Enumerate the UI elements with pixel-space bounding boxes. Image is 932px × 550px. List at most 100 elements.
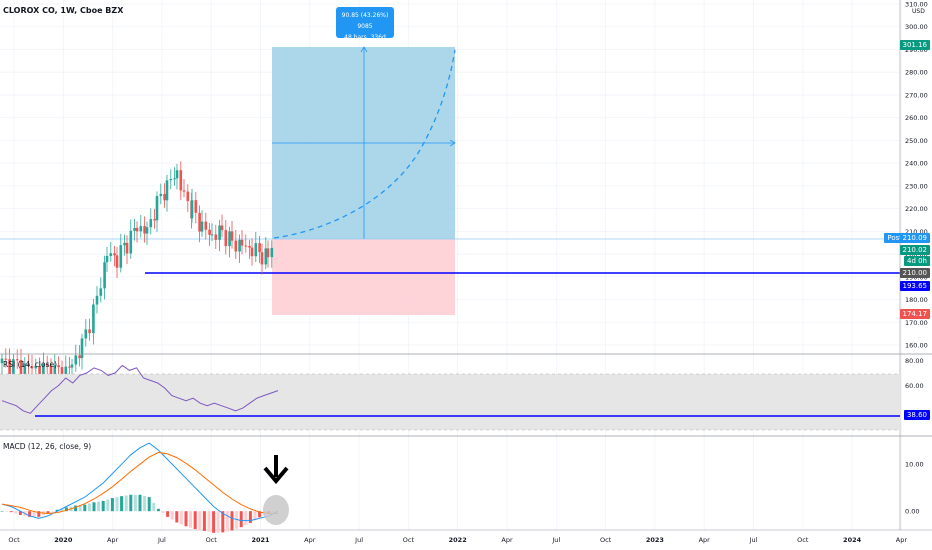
candle-body	[119, 245, 123, 268]
macd-histogram-bar	[198, 511, 202, 530]
candle-body	[238, 239, 241, 252]
macd-histogram	[0, 494, 275, 533]
rsi-line	[1, 364, 279, 414]
time-tick-label: Oct	[797, 536, 809, 544]
macd-histogram-bar	[166, 511, 170, 517]
price-tick-label: 260.00	[905, 114, 928, 122]
candle-body	[175, 170, 179, 179]
candle-body	[8, 359, 11, 376]
candle-body	[258, 243, 261, 253]
macd-tick-label: 0.00	[905, 508, 919, 516]
price-tick-label: 270.00	[905, 91, 928, 99]
macd-histogram-bar	[189, 511, 193, 528]
candle-body	[208, 229, 211, 235]
macd-histogram-bar	[152, 502, 156, 512]
macd-histogram-bar	[37, 511, 41, 517]
macd-histogram-bar	[133, 494, 137, 512]
price-tick-label: 250.00	[905, 137, 928, 145]
candle-body	[198, 212, 201, 232]
macd-histogram-bar	[60, 508, 64, 512]
macd-histogram-bar	[92, 502, 96, 512]
loss-zone[interactable]	[272, 239, 455, 315]
candle-body	[179, 170, 183, 191]
candle-body	[248, 245, 251, 248]
candle-body	[78, 355, 81, 359]
rsi-hline-tag: 38.60	[903, 410, 930, 420]
rsi-band	[0, 374, 900, 430]
time-tick-label: 2021	[251, 536, 270, 544]
candle-body	[210, 234, 214, 236]
price-tick-label: 310.00	[905, 1, 928, 9]
price-tick-label: 300.00	[905, 23, 928, 31]
macd-histogram-bar	[193, 511, 197, 530]
candle-body	[165, 180, 169, 201]
down-arrow-icon	[263, 455, 289, 485]
candle-body	[254, 243, 258, 257]
candle-body	[70, 364, 74, 368]
candle-body	[163, 193, 166, 201]
time-tick-label: Oct	[206, 536, 218, 544]
candle-body	[80, 338, 84, 359]
candle-body	[99, 288, 103, 296]
candle-body	[109, 253, 113, 257]
time-tick-label: Jul	[354, 536, 363, 544]
candle-body	[105, 256, 109, 263]
macd-histogram-bar	[179, 511, 183, 525]
symbol-title[interactable]: CLOROX CO, 1W, Cboe BZX	[3, 6, 124, 15]
candle-body	[224, 230, 228, 247]
candle-body	[155, 196, 159, 221]
time-tick-label: Jul	[551, 536, 560, 544]
candle-body	[169, 179, 173, 181]
macd-histogram-bar	[106, 499, 110, 512]
time-axis[interactable]: Oct 2020 Apr Jul Oct 2021 Apr Jul Oct 2022 Apr Jul O…	[8, 536, 907, 544]
candle-body	[68, 366, 71, 368]
macd-histogram-bar	[51, 511, 55, 512]
macd-histogram-bar	[253, 511, 257, 521]
macd-histogram-bar	[18, 511, 22, 515]
candle-body	[135, 227, 139, 232]
callout-duration: 48 bars, 336d	[344, 34, 386, 41]
macd-histogram-bar	[87, 503, 91, 512]
macd-histogram-bar	[101, 500, 105, 512]
candle-body	[84, 329, 88, 339]
candle-body	[19, 360, 23, 375]
measure-arrow-top	[360, 46, 368, 53]
candle-body	[266, 248, 270, 258]
time-tick-label: Apr	[896, 536, 908, 544]
time-tick-label: Oct	[600, 536, 612, 544]
candle-body	[182, 190, 186, 192]
macd-histogram-bar	[115, 497, 119, 512]
candle-body	[34, 365, 38, 369]
stop-tag: 174.17	[899, 309, 930, 319]
candle-body	[145, 227, 149, 234]
measure-arrow-right	[449, 139, 456, 147]
macd-histogram-bar	[138, 494, 142, 512]
time-tick-label: Oct	[8, 536, 20, 544]
hline-tag: 210.00	[899, 268, 930, 278]
candle-body	[260, 252, 264, 265]
macd-histogram-bar	[175, 511, 179, 523]
time-tick-label: 2020	[54, 536, 73, 544]
macd-histogram-bar	[46, 511, 50, 514]
projection-curve	[273, 49, 456, 239]
candle-body	[103, 262, 106, 289]
price-tick-label: 280.00	[905, 69, 928, 77]
rsi-tick-label: 60.00	[905, 382, 924, 390]
candle-body	[264, 248, 268, 265]
macd-histogram-bar	[244, 511, 248, 526]
candle-body	[64, 366, 68, 380]
rsi-title[interactable]: RSI (14, close)	[3, 360, 58, 369]
price-tick-label: 220.00	[905, 205, 928, 213]
post-label-tag: Post	[884, 233, 905, 243]
macd-title[interactable]: MACD (12, 26, close, 9)	[3, 442, 92, 451]
macd-histogram-bar	[28, 511, 32, 517]
time-tick-label: Apr	[699, 536, 711, 544]
macd-histogram-bar	[225, 511, 229, 532]
candle-body	[4, 358, 8, 360]
macd-histogram-bar	[97, 501, 101, 512]
macd-histogram-bar	[207, 511, 211, 532]
candle-body	[53, 365, 57, 382]
time-tick-label: 2024	[843, 536, 862, 544]
time-tick-label: 2023	[646, 536, 664, 544]
